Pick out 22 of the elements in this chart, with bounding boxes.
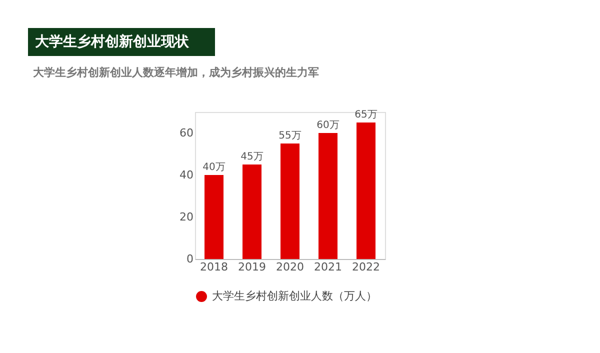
bar <box>204 175 224 259</box>
y-tick-label: 40 <box>180 168 194 182</box>
chart-title: 大学生乡村创新创业现状 <box>35 33 190 50</box>
y-tick-label: 60 <box>180 126 194 140</box>
bar <box>242 164 262 259</box>
bar <box>356 122 376 259</box>
x-tick-label: 2022 <box>352 260 380 274</box>
y-tick-label: 0 <box>186 252 194 266</box>
data-label: 40万 <box>202 162 226 173</box>
bar <box>318 133 338 259</box>
bar <box>280 144 300 259</box>
y-tick-label: 20 <box>180 210 194 224</box>
x-tick-label: 2018 <box>200 260 228 274</box>
chart-subtitle: 大学生乡村创新创业人数逐年增加，成为乡村振兴的生力军 <box>33 66 319 79</box>
data-label: 65万 <box>354 110 378 120</box>
legend-label: 大学生乡村创新创业人数（万人） <box>212 290 377 302</box>
x-tick-label: 2020 <box>276 260 304 274</box>
x-tick-label: 2019 <box>238 260 266 274</box>
data-label: 60万 <box>316 120 340 131</box>
data-label: 55万 <box>278 130 302 142</box>
x-tick-label: 2021 <box>314 260 342 274</box>
data-label: 45万 <box>240 152 264 162</box>
